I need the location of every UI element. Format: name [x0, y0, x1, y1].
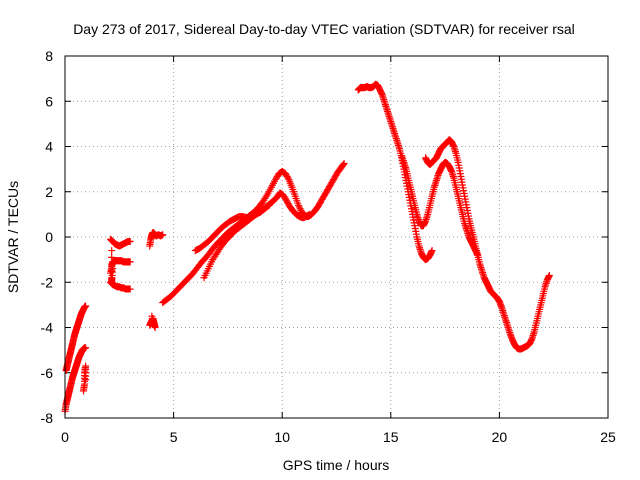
- series-13: [422, 136, 553, 353]
- data-point: [262, 193, 270, 201]
- data-point: [82, 376, 90, 384]
- data-point: [159, 231, 167, 239]
- data-point: [284, 174, 292, 182]
- data-point: [82, 302, 90, 310]
- data-point: [295, 203, 303, 211]
- data-point: [108, 253, 116, 261]
- data-point: [108, 260, 116, 268]
- y-tick-label: -4: [41, 320, 54, 336]
- series-2: [79, 362, 90, 395]
- y-tick-label: -6: [41, 365, 54, 381]
- data-point: [126, 285, 134, 293]
- data-point: [109, 265, 117, 273]
- grid-lines: [65, 56, 608, 418]
- series-8: [159, 159, 348, 307]
- series-3: [107, 235, 134, 250]
- y-tick-label: -8: [41, 410, 54, 426]
- data-point: [108, 247, 116, 255]
- y-axis-title: SDTVAR / TECUs: [5, 181, 21, 293]
- y-tick-label: 8: [45, 48, 53, 64]
- data-point: [296, 205, 304, 213]
- x-tick-label: 10: [274, 429, 290, 445]
- y-tick-label: -2: [41, 274, 54, 290]
- plot-frame: [64, 55, 609, 419]
- series-10: [191, 201, 273, 255]
- y-tick-label: 2: [45, 184, 53, 200]
- x-axis-title: GPS time / hours: [283, 457, 390, 473]
- series-0: [61, 344, 90, 415]
- y-tick-labels: -8 -6 -4 -2 0 2 4 6 8: [41, 48, 54, 426]
- series-7: [146, 312, 159, 331]
- series-5: [107, 247, 134, 286]
- data-point: [126, 258, 134, 266]
- axis-ticks: [64, 55, 609, 419]
- x-tick-labels: 0 5 10 15 20 25: [61, 429, 616, 445]
- series-11: [354, 80, 436, 264]
- y-tick-label: 6: [45, 93, 53, 109]
- data-point: [82, 344, 90, 352]
- data-point: [150, 321, 158, 329]
- series-1: [62, 302, 90, 374]
- data-point: [305, 210, 313, 218]
- x-tick-label: 0: [61, 429, 69, 445]
- data-point: [545, 271, 553, 279]
- data-point: [264, 202, 272, 210]
- chart-title: Day 273 of 2017, Sidereal Day-to-day VTE…: [73, 21, 575, 37]
- x-tick-label: 25: [600, 429, 616, 445]
- y-tick-label: 4: [45, 139, 53, 155]
- data-point: [339, 161, 347, 169]
- x-tick-label: 15: [383, 429, 399, 445]
- data-point: [428, 247, 436, 255]
- series-6: [146, 228, 167, 250]
- x-tick-label: 20: [492, 429, 508, 445]
- data-point: [340, 159, 348, 167]
- data-point: [265, 201, 273, 209]
- y-tick-label: 0: [45, 229, 53, 245]
- x-tick-label: 5: [170, 429, 178, 445]
- data-point: [126, 238, 134, 246]
- series-12: [398, 152, 482, 259]
- data-point: [294, 201, 302, 209]
- data-points: [61, 80, 553, 415]
